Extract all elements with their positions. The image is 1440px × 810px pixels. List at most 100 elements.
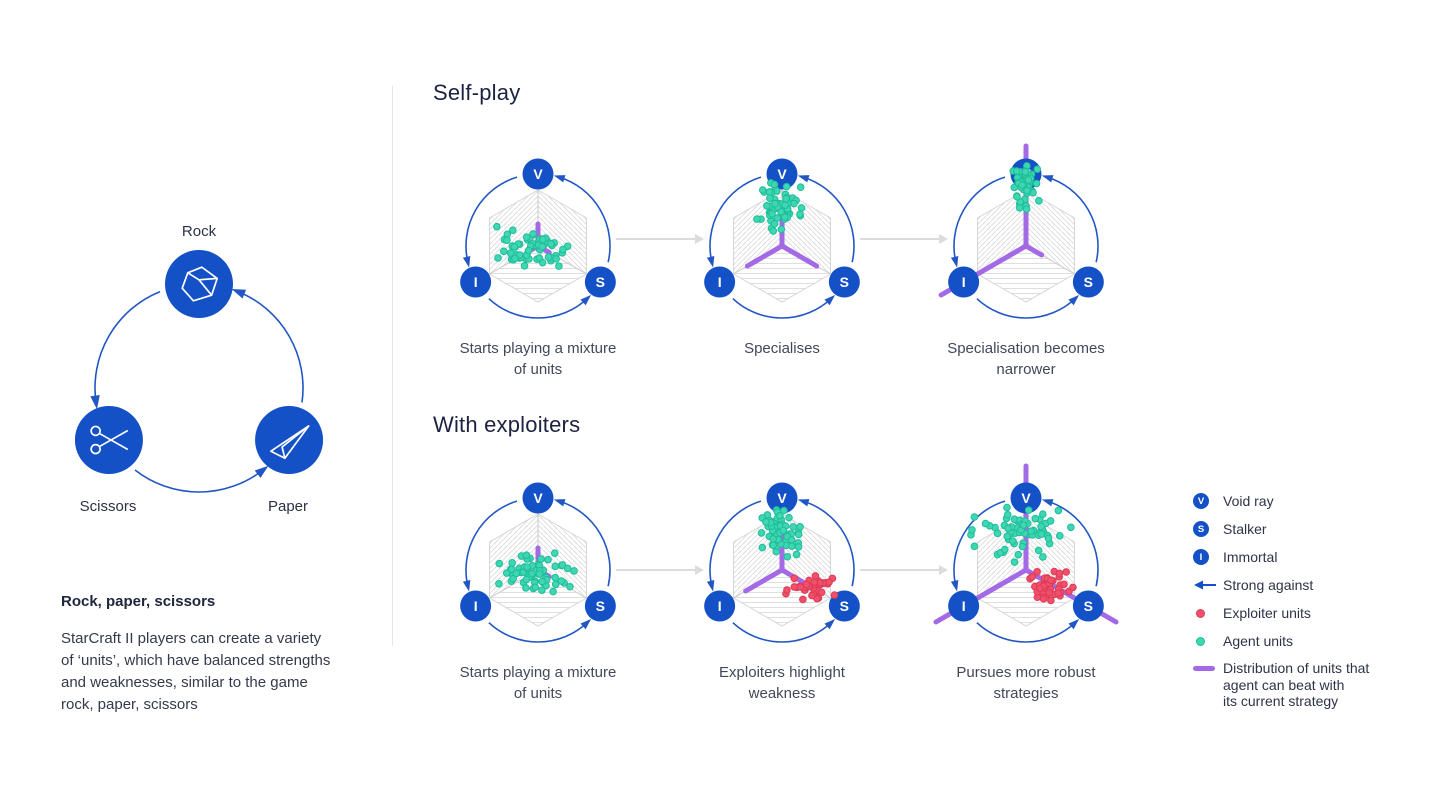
unit-node-letter: I	[718, 598, 722, 614]
hexagon-outline	[733, 513, 831, 627]
strong-against-arrowhead-icon	[462, 255, 471, 268]
unit-node-i	[460, 590, 492, 622]
flow-arrow	[616, 565, 704, 575]
caption-selfplay-3: Specialisation becomes narrower	[947, 340, 1105, 378]
unit-node-letter: S	[1084, 274, 1093, 290]
flow-arrow	[616, 234, 704, 244]
unit-node-letter: V	[1021, 490, 1031, 506]
unit-node-v	[1010, 482, 1042, 514]
unit-node-s-icon: S	[1193, 521, 1223, 537]
unit-nodes: V I S	[704, 158, 860, 298]
legend-item: Distribution of units that agent can bea…	[1193, 660, 1369, 710]
distribution-line-icon	[1193, 666, 1223, 671]
legend-item: Exploiter units	[1193, 604, 1369, 622]
scissors-label: Scissors	[79, 498, 137, 515]
strong-against-arrowhead-icon	[797, 175, 810, 183]
triad-diagram-exploiters-2: V I S	[682, 470, 882, 670]
strong-against-arrows	[706, 175, 855, 319]
rps-cycle-svg	[74, 250, 324, 493]
triad-diagram-exploiters-3: V I S	[926, 463, 1126, 670]
exploiter-dot-icon	[1193, 608, 1223, 618]
unit-node-letter: S	[1084, 598, 1093, 614]
hexagon-outline	[733, 189, 831, 303]
unit-node-letter: I	[474, 274, 478, 290]
rock-node	[165, 250, 233, 318]
strong-against-arrows	[950, 499, 1099, 643]
legend-dot	[1196, 608, 1205, 618]
caption-selfplay-2: Specialises	[744, 340, 820, 357]
unit-node-s	[828, 266, 860, 298]
hexagon-outline	[977, 189, 1075, 303]
legend-item: V Void ray	[1193, 492, 1369, 510]
unit-nodes: V I S	[460, 482, 616, 622]
flow-arrow-shaft	[616, 569, 696, 571]
unit-node-i	[704, 590, 736, 622]
legend-label: Exploiter units	[1223, 604, 1311, 621]
agent-dot-icon	[1193, 636, 1223, 646]
strong-against-arrowhead-icon	[553, 175, 566, 183]
strong-against-arrowhead-icon	[462, 579, 471, 592]
flow-arrow-shaft	[860, 569, 940, 571]
unit-node-s	[584, 266, 616, 298]
unit-node-v	[766, 482, 798, 514]
flow-arrow	[860, 565, 948, 575]
strong-against-arrow-icon	[1193, 579, 1223, 591]
hexagon-outline	[489, 189, 587, 303]
legend-item: S Stalker	[1193, 520, 1369, 538]
legend-item: Agent units	[1193, 632, 1369, 650]
legend-node-letter: S	[1193, 521, 1209, 537]
hexagon-outline	[977, 513, 1075, 627]
unit-node-letter: V	[533, 166, 543, 182]
triad-diagram-selfplay-3: VIS	[926, 143, 1126, 346]
rock-label: Rock	[181, 223, 217, 240]
strong-against-arrows	[462, 499, 611, 643]
unit-node-i-icon: I	[1193, 549, 1223, 565]
agent-units-cluster	[493, 222, 572, 270]
triad-diagram-svg: V I S	[460, 482, 616, 643]
unit-node-letter: I	[474, 598, 478, 614]
exploiter-units-cluster	[782, 572, 839, 604]
agent-units-cluster	[967, 503, 1075, 566]
triad-diagram-svg: VIS	[938, 143, 1104, 319]
unit-nodes: V I S	[704, 482, 860, 622]
unit-node-letter: S	[596, 598, 605, 614]
unit-nodes: V I S	[460, 158, 616, 298]
flow-arrow-head-icon	[695, 565, 704, 575]
hexagon-outline	[489, 513, 587, 627]
legend-node-letter: V	[1193, 493, 1209, 509]
strong-against-arrowhead-icon	[90, 395, 100, 410]
legend-label: Stalker	[1223, 520, 1267, 537]
unit-node-letter: V	[777, 166, 787, 182]
caption-selfplay-1: Starts playing a mixture of units	[459, 340, 617, 378]
agent-units-cluster	[495, 549, 578, 596]
triad-diagram-selfplay-1: V I S	[438, 146, 638, 346]
exploiter-units-cluster	[1026, 567, 1077, 605]
legend-label: Strong against	[1223, 576, 1314, 593]
unit-node-s	[1072, 266, 1104, 298]
rock-paper-scissors-diagram	[45, 230, 355, 530]
strong-against-arrowhead-icon	[1041, 175, 1054, 183]
strong-against-arrowhead-icon	[580, 618, 592, 630]
strong-against-arrowhead-icon	[231, 288, 247, 299]
strong-against-arrowhead-icon	[824, 294, 836, 306]
strong-against-arrowhead-icon	[580, 294, 592, 306]
flow-arrow-head-icon	[695, 234, 704, 244]
strong-against-arrowhead-icon	[706, 255, 715, 268]
caption-exploiters-2: Exploiters highlight weakness	[719, 664, 845, 702]
unit-node-letter: S	[840, 598, 849, 614]
strong-against-arrows	[706, 499, 855, 643]
unit-node-i	[460, 266, 492, 298]
unit-node-i	[948, 590, 980, 622]
flow-arrow-head-icon	[939, 565, 948, 575]
strong-against-arrowhead-icon	[1068, 618, 1080, 630]
unit-node-letter: V	[533, 490, 543, 506]
paper-label: Paper	[267, 498, 309, 515]
section-divider	[392, 86, 393, 646]
unit-node-v-icon: V	[1193, 493, 1223, 509]
strong-against-arrowhead-icon	[706, 579, 715, 592]
